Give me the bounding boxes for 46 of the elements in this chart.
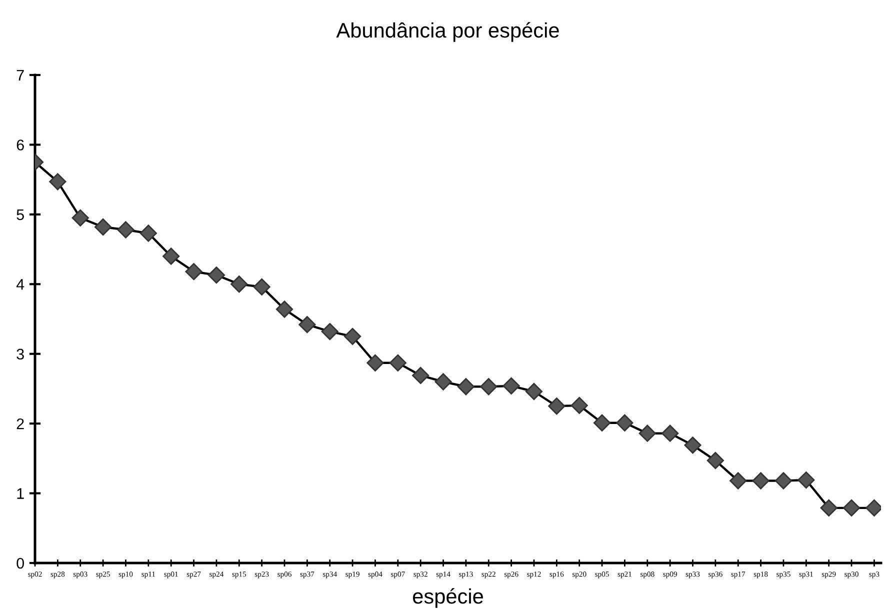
point (162, 248, 180, 265)
point (480, 378, 498, 396)
point (49, 173, 66, 190)
point (638, 424, 656, 442)
point (774, 472, 792, 490)
y-tick-label: 3 (16, 348, 24, 360)
point (276, 300, 294, 318)
point (616, 414, 634, 432)
point (548, 398, 566, 415)
point (389, 354, 406, 372)
point (117, 221, 134, 238)
point (230, 276, 248, 293)
point (662, 424, 679, 442)
point (684, 436, 702, 454)
point (253, 278, 270, 296)
point (525, 382, 543, 400)
point (706, 452, 724, 470)
point (457, 378, 474, 396)
y-tick-label: 5 (16, 209, 24, 220)
y-tick-label: 6 (16, 140, 24, 150)
point (798, 471, 815, 489)
y-tick-label: 2 (16, 418, 24, 430)
y-tick-label: 1 (17, 488, 24, 499)
point (502, 377, 520, 394)
y-tick-label: 7 (16, 70, 24, 81)
point (185, 263, 202, 280)
point (366, 354, 384, 372)
point (593, 414, 611, 432)
chart-title: Abundância por espécie (336, 22, 559, 42)
point (72, 209, 89, 226)
y-tick-label: 0 (16, 558, 24, 569)
point (842, 499, 860, 516)
point (94, 218, 112, 236)
point (570, 396, 588, 414)
point (344, 328, 362, 345)
point (412, 366, 430, 384)
y-tick-label: 4 (16, 279, 24, 290)
point (820, 499, 838, 516)
point (140, 224, 157, 242)
x-axis-title: espécie (412, 588, 483, 608)
point (434, 373, 452, 390)
point (730, 472, 747, 490)
point (298, 316, 316, 334)
point (752, 472, 770, 490)
point (208, 266, 225, 284)
point (321, 322, 338, 340)
